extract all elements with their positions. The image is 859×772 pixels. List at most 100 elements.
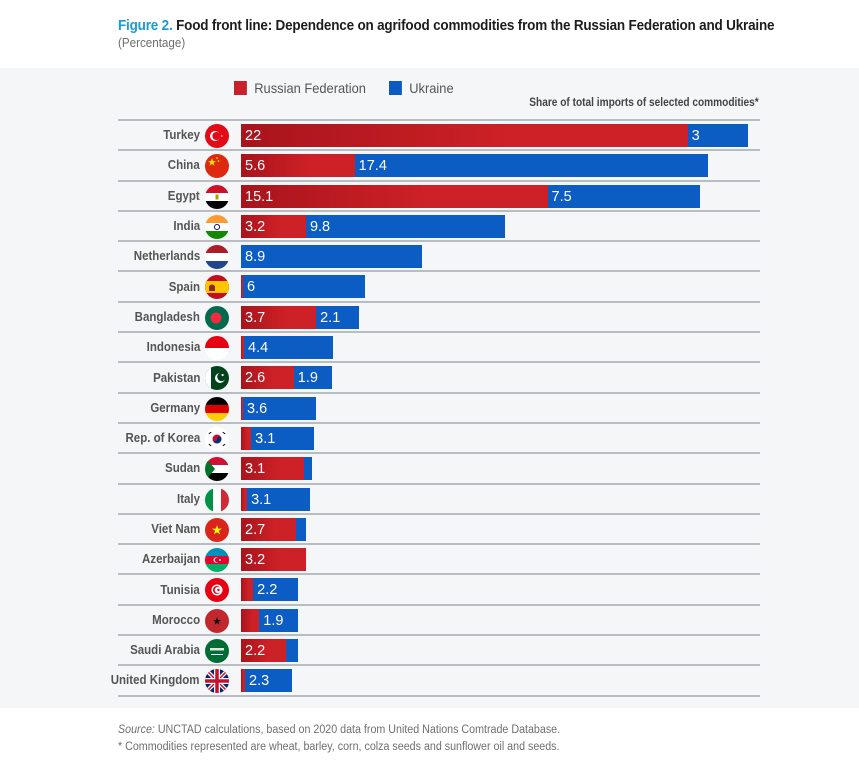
bar-russia	[241, 184, 548, 208]
bar-ukraine	[316, 305, 359, 329]
bar-label-ukraine: 2.1	[320, 309, 341, 326]
row-separator	[118, 119, 760, 121]
bar-row: Viet Nam 2.7	[118, 515, 760, 543]
bar-ukraine	[241, 245, 422, 269]
bar-label-russia: 5.6	[245, 158, 266, 175]
sudan-flag-icon	[205, 457, 229, 482]
bar-row: Netherlands 8.9	[118, 242, 760, 270]
bar-ukraine	[295, 517, 306, 541]
pakistan-flag-icon	[205, 366, 229, 391]
bar-label-russia: 3.1	[245, 461, 266, 478]
source-text: UNCTAD calculations, based on 2020 data …	[154, 724, 561, 736]
title-text: Food front line: Dependence on agrifood …	[176, 18, 775, 34]
country-label: China	[168, 158, 200, 173]
bar-row: Indonesia 4.4	[118, 333, 760, 361]
bar-label-ukraine: 9.8	[309, 218, 331, 235]
country-label: Saudi Arabia	[130, 643, 200, 658]
bar-ukraine	[247, 487, 310, 511]
bar-row: Germany 3.6	[118, 394, 760, 422]
india-flag-icon	[205, 214, 229, 239]
bar-label-ukraine: 7.5	[551, 188, 572, 205]
bar-label-ukraine: 2.3	[249, 673, 270, 690]
chart-subtitle: (Percentage)	[118, 36, 186, 50]
country-label: Sudan	[164, 461, 200, 476]
source-label: Source:	[118, 724, 155, 736]
bar-ukraine	[251, 426, 315, 450]
country-label: Italy	[176, 491, 200, 506]
row-separator	[118, 573, 760, 576]
country-label: Rep. of Korea	[125, 431, 200, 446]
bar-label-ukraine: 3.6	[247, 400, 268, 417]
bar-row: Tunisia 2.2	[118, 575, 760, 603]
bar-row: Pakistan 2.6 1.9	[118, 363, 760, 391]
row-separator	[118, 391, 760, 394]
bar-russia	[241, 396, 244, 420]
row-separator	[118, 543, 760, 546]
country-label: Turkey	[163, 128, 200, 143]
egypt-flag-icon	[205, 184, 229, 209]
bar-label-ukraine: 1.9	[263, 612, 284, 629]
bar-row: Turkey 22 3	[118, 121, 760, 149]
chart-header: Figure 2. Food front line: Dependence on…	[118, 18, 818, 50]
bar-ukraine	[687, 124, 749, 147]
row-separator	[118, 361, 760, 364]
bar-label-ukraine: 4.4	[248, 340, 269, 357]
netherlands-flag-icon	[205, 245, 229, 270]
row-separator	[118, 421, 760, 424]
country-label: Indonesia	[146, 340, 200, 355]
legend: Russian Federation Ukraine	[234, 80, 472, 96]
row-separator	[118, 300, 760, 303]
row-separator	[118, 452, 760, 455]
row-separator	[118, 664, 760, 667]
bar-label-ukraine: 17.4	[358, 158, 387, 175]
bar-russia	[241, 517, 296, 541]
bar-russia	[241, 336, 245, 360]
bar-ukraine	[293, 366, 333, 390]
bar-ukraine	[243, 275, 365, 299]
country-label: United Kingdom	[111, 673, 200, 688]
bar-ukraine	[547, 184, 700, 208]
turkey-flag-icon	[205, 124, 229, 148]
country-label: Pakistan	[152, 370, 200, 385]
country-label: Viet Nam	[150, 522, 200, 536]
bar-russia	[241, 639, 286, 663]
country-label: Germany	[150, 400, 200, 415]
footnote: * Commodities represented are wheat, bar…	[118, 741, 560, 753]
bar-label-ukraine: 3.1	[255, 430, 276, 447]
row-separator	[118, 482, 760, 485]
bar-russia	[241, 669, 246, 693]
country-label: Netherlands	[133, 249, 200, 264]
country-label: India	[173, 219, 200, 234]
uk-flag-icon	[205, 669, 229, 694]
country-label: Bangladesh	[134, 309, 200, 324]
bar-row: Sudan 3.1	[118, 454, 760, 482]
bar-row: Bangladesh 3.7 2.1	[118, 303, 760, 331]
bar-row: Morocco 1.9	[118, 606, 760, 634]
morocco-flag-icon	[205, 608, 229, 633]
row-separator	[118, 149, 760, 152]
bar-row: India 3.2 9.8	[118, 212, 760, 240]
bar-label-ukraine: 6	[247, 279, 256, 296]
bar-label-ukraine: 8.9	[245, 249, 266, 266]
legend-swatch-russia	[234, 81, 247, 95]
china-flag-icon	[205, 154, 229, 179]
row-separator	[118, 694, 760, 697]
bar-russia	[241, 578, 254, 602]
bar-label-ukraine: 3	[691, 128, 700, 144]
azerbaijan-flag-icon	[205, 548, 229, 573]
row-separator	[118, 603, 760, 606]
bar-label-ukraine: 2.2	[257, 582, 278, 599]
bar-russia	[241, 214, 306, 238]
axis-note: Share of total imports of selected commo…	[529, 97, 759, 109]
row-separator	[118, 179, 760, 182]
vietnam-flag-icon	[205, 517, 229, 542]
italy-flag-icon	[205, 487, 229, 512]
country-label: Egypt	[168, 188, 200, 203]
country-label: Tunisia	[160, 582, 200, 597]
bar-rows: Turkey 22 3 China 5.6 17.4 Egypt 15.1 7.5 India 3.…	[111, 119, 760, 697]
bar-row: China 5.6 17.4	[118, 151, 760, 179]
bar-row: Italy 3.1	[118, 485, 760, 513]
bar-row: Egypt 15.1 7.5	[118, 182, 760, 210]
bar-russia	[241, 124, 688, 147]
row-separator	[118, 331, 760, 334]
